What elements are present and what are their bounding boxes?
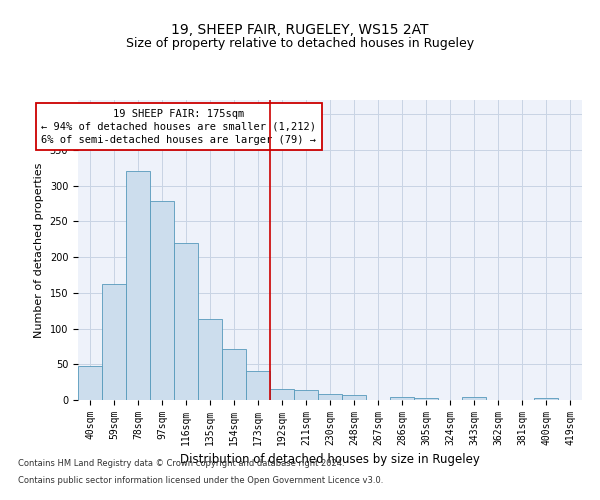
Bar [150,202,174,400]
Bar [102,284,126,400]
Text: 19, SHEEP FAIR, RUGELEY, WS15 2AT: 19, SHEEP FAIR, RUGELEY, WS15 2AT [171,22,429,36]
Bar [174,243,198,400]
Bar [390,397,414,400]
Text: Contains HM Land Registry data © Crown copyright and database right 2024.: Contains HM Land Registry data © Crown c… [18,458,344,468]
Text: Size of property relative to detached houses in Rugeley: Size of property relative to detached ho… [126,38,474,51]
Bar [78,366,102,400]
Bar [270,390,294,400]
Text: 19 SHEEP FAIR: 175sqm
← 94% of detached houses are smaller (1,212)
6% of semi-de: 19 SHEEP FAIR: 175sqm ← 94% of detached … [41,108,316,145]
Bar [294,390,318,400]
Y-axis label: Number of detached properties: Number of detached properties [34,162,44,338]
Bar [126,172,150,400]
Text: Contains public sector information licensed under the Open Government Licence v3: Contains public sector information licen… [18,476,383,485]
X-axis label: Distribution of detached houses by size in Rugeley: Distribution of detached houses by size … [180,454,480,466]
Bar [342,395,366,400]
Bar [414,398,438,400]
Bar [318,394,342,400]
Bar [246,372,270,400]
Bar [462,397,486,400]
Bar [222,348,246,400]
Bar [198,320,222,400]
Bar [534,398,558,400]
